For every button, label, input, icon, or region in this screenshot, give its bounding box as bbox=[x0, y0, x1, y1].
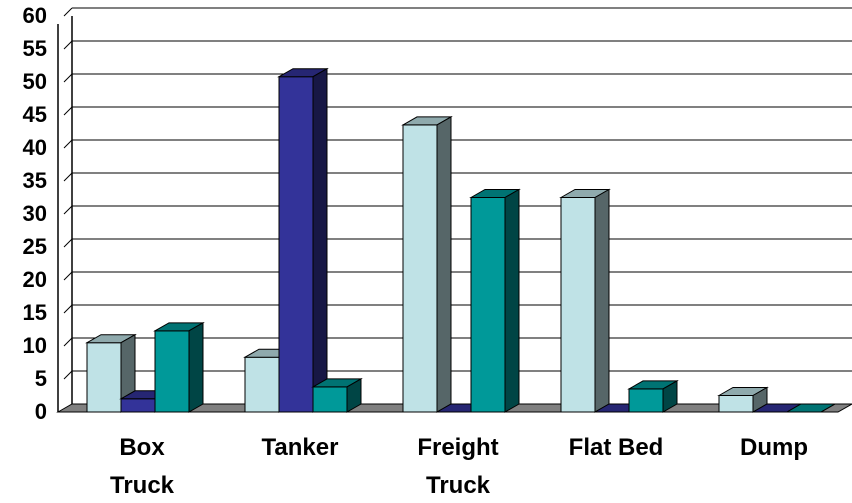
bar bbox=[469, 188, 521, 413]
y-tick-label: 60 bbox=[23, 3, 47, 28]
bar-front bbox=[244, 356, 280, 413]
bar bbox=[559, 188, 611, 413]
y-tick-label: 0 bbox=[35, 399, 47, 424]
y-tick-label: 50 bbox=[23, 69, 47, 94]
x-category-label: Truck bbox=[426, 472, 491, 499]
bar-side bbox=[594, 188, 610, 413]
y-tick-label: 55 bbox=[23, 36, 47, 61]
y-tick-mark bbox=[63, 304, 73, 314]
bar bbox=[311, 378, 363, 413]
bar bbox=[153, 321, 205, 413]
y-tick-mark bbox=[63, 73, 73, 83]
y-tick-label: 15 bbox=[23, 300, 47, 325]
bar-side bbox=[188, 321, 204, 413]
bar-front bbox=[628, 388, 664, 413]
bar-front bbox=[718, 395, 754, 413]
x-category-label: Truck bbox=[110, 472, 175, 499]
y-tick-mark bbox=[63, 106, 73, 116]
y-tick-label: 35 bbox=[23, 168, 47, 193]
bar-side bbox=[312, 67, 328, 413]
bar bbox=[627, 380, 679, 413]
bar-side bbox=[820, 403, 836, 413]
bar-front bbox=[402, 124, 438, 413]
bar-front bbox=[120, 398, 156, 413]
y-tick-label: 25 bbox=[23, 234, 47, 259]
bar bbox=[785, 403, 837, 413]
y-tick-mark bbox=[63, 238, 73, 248]
y-tick-mark bbox=[63, 139, 73, 149]
x-category-label: Freight bbox=[417, 434, 498, 461]
y-tick-mark bbox=[63, 271, 73, 281]
bar-side bbox=[436, 116, 452, 413]
bar-front bbox=[470, 197, 506, 413]
y-tick-mark bbox=[63, 337, 73, 347]
x-category-label: Flat Bed bbox=[569, 434, 664, 461]
y-tick-mark bbox=[63, 370, 73, 380]
y-tick-label: 30 bbox=[23, 201, 47, 226]
bar-front bbox=[278, 76, 314, 413]
y-tick-label: 40 bbox=[23, 135, 47, 160]
x-axis-category-labels: Box Truck Tanker Freight Truck Flat Bed Dump bbox=[110, 434, 808, 499]
gridlines bbox=[63, 7, 852, 413]
x-category-label: Dump bbox=[740, 434, 808, 461]
y-tick-label: 45 bbox=[23, 102, 47, 127]
bar bbox=[277, 67, 329, 413]
axes bbox=[57, 16, 73, 412]
bar-side bbox=[346, 378, 362, 413]
x-category-label: Box bbox=[119, 434, 165, 461]
y-tick-mark bbox=[63, 40, 73, 50]
bar-side bbox=[662, 380, 678, 413]
y-tick-label: 5 bbox=[35, 366, 47, 391]
y-tick-mark bbox=[63, 172, 73, 182]
x-category-label: Tanker bbox=[262, 434, 339, 461]
y-tick-label: 20 bbox=[23, 267, 47, 292]
bar-front bbox=[154, 330, 190, 413]
y-tick-label: 10 bbox=[23, 333, 47, 358]
y-tick-mark bbox=[63, 205, 73, 215]
bar-front bbox=[312, 386, 348, 413]
y-axis-tick-labels: 0 5 10 15 20 25 30 35 40 45 50 55 60 bbox=[23, 3, 47, 424]
bar bbox=[717, 386, 769, 413]
bars bbox=[85, 67, 837, 413]
y-tick-mark bbox=[63, 7, 73, 17]
bar-side bbox=[504, 188, 520, 413]
bar bbox=[401, 116, 453, 413]
bar-front bbox=[86, 342, 122, 413]
bar-front bbox=[560, 197, 596, 413]
